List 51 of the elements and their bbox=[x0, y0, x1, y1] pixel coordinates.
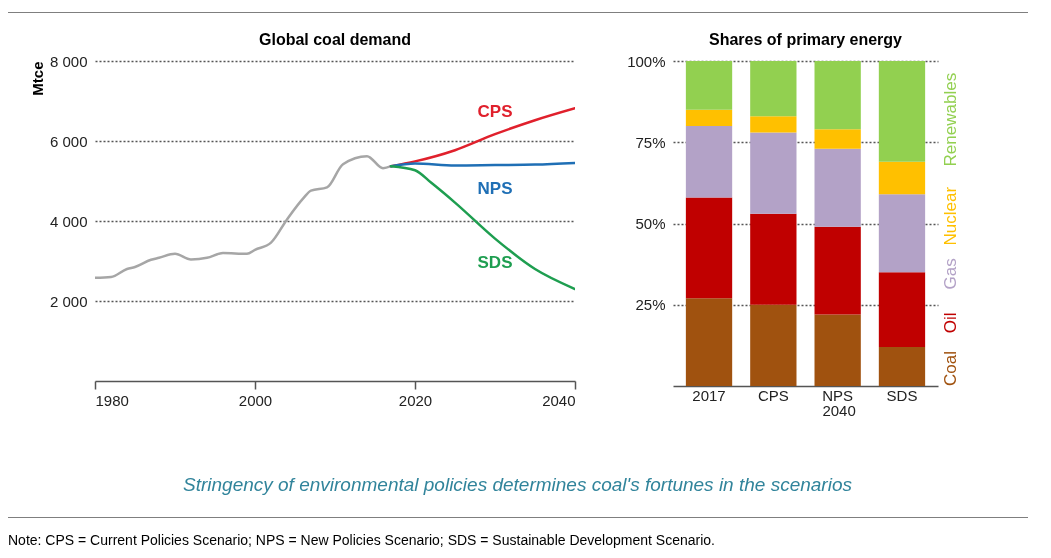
y-tick-label: 4 000 bbox=[49, 212, 88, 230]
line-series bbox=[389, 164, 575, 291]
bar bbox=[750, 132, 797, 214]
bar bbox=[685, 109, 733, 126]
text: Renewables bbox=[941, 72, 960, 167]
text: Stringency of environmental policies determines coal's fortunes in the scenarios bbox=[182, 474, 853, 496]
y-tick-label: 25% bbox=[635, 296, 666, 314]
bar bbox=[878, 272, 926, 347]
bar bbox=[685, 126, 733, 198]
x-tick-label: 2020 bbox=[398, 391, 433, 409]
series-label: NPS bbox=[477, 179, 513, 198]
x-tick-label: 2017 bbox=[692, 386, 726, 404]
bar bbox=[685, 61, 733, 110]
bar bbox=[814, 129, 861, 149]
series-label: SDS bbox=[477, 252, 513, 272]
bar bbox=[685, 298, 733, 386]
text: Nuclear bbox=[941, 186, 960, 246]
bar bbox=[814, 226, 861, 315]
chart-title: Global coal demand bbox=[258, 31, 412, 48]
bar bbox=[814, 148, 861, 227]
bar bbox=[750, 116, 797, 133]
y-tick-label: 100% bbox=[627, 52, 666, 70]
bar bbox=[878, 194, 926, 273]
bar bbox=[750, 304, 797, 386]
chart-title: Shares of primary energy bbox=[709, 31, 903, 48]
bar bbox=[750, 61, 797, 117]
x-tick-label: 2040 bbox=[542, 391, 576, 409]
x-tick-label: 1980 bbox=[95, 391, 129, 409]
series-label: CPS bbox=[477, 102, 513, 122]
text: Gas bbox=[941, 258, 960, 290]
x-tick-label: CPS bbox=[757, 386, 789, 404]
bar bbox=[878, 161, 926, 195]
y-tick-label: 6 000 bbox=[49, 132, 88, 150]
x-tick-label: 2000 bbox=[238, 391, 273, 409]
y-axis-title: Mtce bbox=[28, 61, 46, 96]
text: Oil bbox=[941, 312, 960, 334]
bar bbox=[750, 213, 797, 305]
bar bbox=[814, 61, 861, 130]
y-tick-label: 2 000 bbox=[49, 292, 88, 310]
bar bbox=[814, 314, 861, 386]
x-tick-label: NPS bbox=[822, 386, 854, 404]
y-tick-label: 50% bbox=[635, 215, 666, 232]
line-series bbox=[95, 154, 393, 280]
y-tick-label: 8 000 bbox=[49, 52, 88, 70]
bar bbox=[878, 347, 926, 386]
text: Note: CPS = Current Policies Scenario; NPS = New Policies Scenario; SDS = Sustainable Development Scenario. bbox=[8, 532, 715, 548]
x-tick-label: SDS bbox=[886, 386, 918, 404]
bar bbox=[685, 197, 733, 299]
bar bbox=[878, 61, 926, 162]
text: Coal bbox=[941, 351, 960, 386]
y-tick-label: 75% bbox=[635, 133, 666, 151]
